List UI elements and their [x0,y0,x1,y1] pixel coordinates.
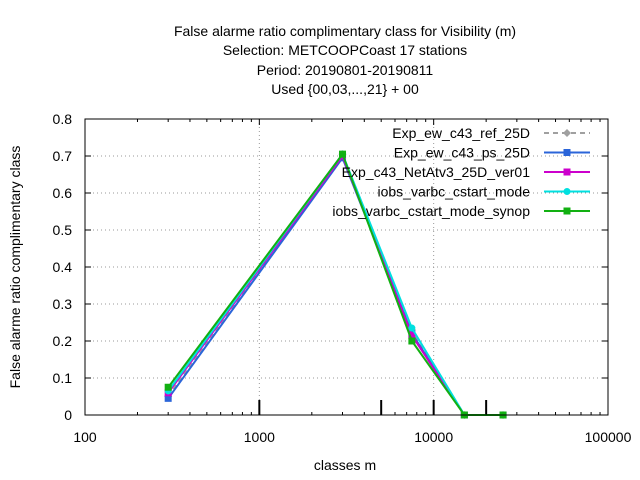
title-line-3: Period: 20190801-20190811 [257,62,434,78]
data-point [164,394,172,402]
y-tick-label: 0.2 [53,333,73,349]
y-tick-label: 0.8 [53,111,73,127]
y-tick-label: 0.1 [53,370,73,386]
class-markers [258,400,488,415]
y-tick-label: 0.6 [53,185,73,201]
title-line-2: Selection: METCOOPCoast 17 stations [223,42,467,58]
legend-label: Exp_ew_c43_ps_25D [394,145,530,161]
legend-label: iobs_varbc_cstart_mode [377,184,530,200]
data-point [563,188,571,195]
legend-label: Exp_c43_NetAtv3_25D_ver01 [342,164,531,180]
data-point [563,168,571,176]
data-point [339,150,347,158]
y-tick-label: 0 [64,407,72,423]
x-axis-label: classes m [314,457,376,473]
legend-entry-3: Exp_c43_NetAtv3_25D_ver01 [342,164,590,180]
data-point [563,149,571,156]
y-axis-label: False alarme ratio complimentary class [7,146,23,389]
chart-title: False alarme ratio complimentary class f… [174,23,516,97]
legend-entry-4: iobs_varbc_cstart_mode [377,184,590,200]
x-tick-label: 100 [73,429,97,445]
axis-ticks: 0 0.1 0.2 0.3 0.4 0.5 0.6 0.7 0.8 100 1000 10000 100… [53,111,632,445]
data-point [408,324,416,332]
legend-entry-1: Exp_ew_c43_ref_25D [392,125,590,141]
legend-label: iobs_varbc_cstart_mode_synop [332,203,530,219]
legend-label: Exp_ew_c43_ref_25D [392,125,530,141]
data-point [563,129,571,137]
legend-entry-2: Exp_ew_c43_ps_25D [394,145,590,161]
x-tick-label: 10000 [414,429,453,445]
legend: Exp_ew_c43_ref_25D Exp_ew_c43_ps_25D Exp_c… [332,125,590,219]
title-line-4: Used {00,03,...,21} + 00 [271,81,419,97]
y-tick-label: 0.4 [53,259,73,275]
data-point [164,383,172,391]
title-line-1: False alarme ratio complimentary class f… [174,23,516,39]
x-tick-label: 100000 [585,429,632,445]
y-tick-label: 0.5 [53,222,73,238]
x-tick-label: 1000 [244,429,275,445]
data-point [408,337,416,345]
data-point [408,331,416,339]
legend-entry-5: iobs_varbc_cstart_mode_synop [332,203,590,219]
y-tick-label: 0.3 [53,296,73,312]
data-point [563,207,571,215]
y-tick-label: 0.7 [53,148,73,164]
